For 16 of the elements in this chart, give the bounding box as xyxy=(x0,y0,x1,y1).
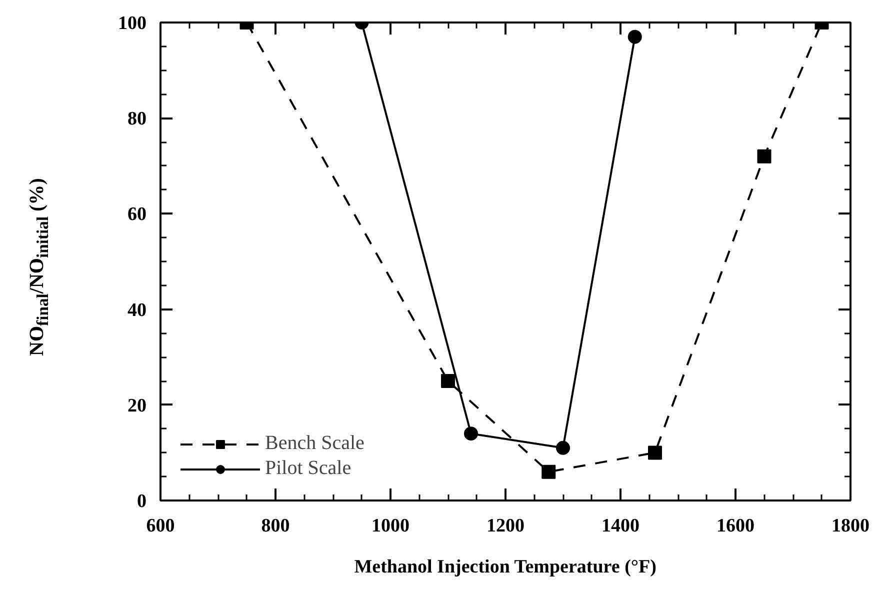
x-tick-label: 1200 xyxy=(486,516,524,536)
y-tick-label: 100 xyxy=(118,13,146,34)
y-tick-label: 80 xyxy=(128,108,146,130)
x-tick-label: 800 xyxy=(261,516,290,536)
y-tick-label: 40 xyxy=(128,300,146,321)
x-axis-title: Methanol Injection Temperature (°F) xyxy=(354,556,656,578)
y-tick-label: 20 xyxy=(128,395,146,416)
legend-label: Bench Scale xyxy=(265,432,364,455)
x-tick-label: 1600 xyxy=(716,516,754,536)
legend-label: Pilot Scale xyxy=(265,457,352,480)
x-tick-label: 600 xyxy=(146,516,175,536)
y-tick-label: 0 xyxy=(137,491,146,512)
y-tick-label: 60 xyxy=(128,204,146,226)
x-tick-label: 1000 xyxy=(372,516,410,536)
x-tick-label: 1800 xyxy=(832,516,870,536)
x-tick-label: 1400 xyxy=(602,516,640,536)
